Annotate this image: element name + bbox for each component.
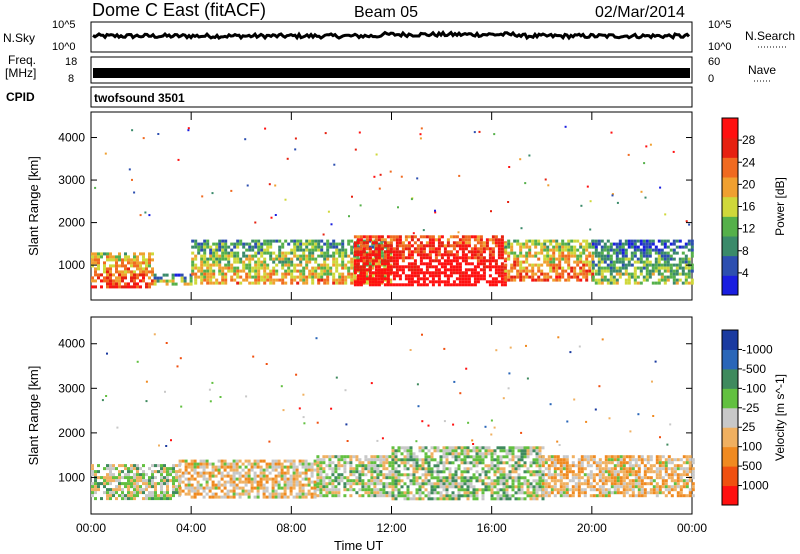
colorbar-segment <box>722 466 738 487</box>
nave-tick-top: 60 <box>708 56 720 68</box>
data-band <box>591 239 694 285</box>
x-tick-label: 04:00 <box>176 521 206 535</box>
beam-label: Beam 05 <box>354 4 418 21</box>
y-tick-label: 4000 <box>58 337 85 351</box>
colorbar-tick-label: 500 <box>742 459 762 473</box>
colorbar-segment <box>722 330 738 350</box>
freq-tick-top: 18 <box>65 56 77 68</box>
nsky-tick-top: 10^5 <box>52 19 76 31</box>
y-tick-label: 2000 <box>58 426 85 440</box>
colorbar-segment <box>722 427 738 448</box>
y-tick-label: 3000 <box>58 173 85 187</box>
colorbar-tick-label: 24 <box>742 155 756 169</box>
colorbar-tick-label: -1000 <box>742 342 773 356</box>
y-axis-label: Slant Range [km] <box>26 156 41 256</box>
data-band <box>178 459 317 499</box>
x-tick-label: 20:00 <box>577 521 607 535</box>
station-title: Dome C East (fitACF) <box>92 0 266 20</box>
colorbar-segment <box>722 157 738 178</box>
y-tick-label: 3000 <box>58 381 85 395</box>
date-label: 02/Mar/2014 <box>595 4 685 21</box>
y-tick-label: 1000 <box>58 258 85 272</box>
colorbar-tick-label: 16 <box>742 200 756 214</box>
data-band <box>353 235 507 287</box>
colorbar-segment <box>722 216 738 237</box>
x-tick-label: 00:00 <box>677 521 707 535</box>
freq-label: Freq. <box>8 53 36 67</box>
nsearch-tick-bottom: 10^0 <box>708 41 732 53</box>
colorbar-tick-label: 1000 <box>742 479 769 493</box>
colorbar-segment <box>722 236 738 257</box>
nsky-trace <box>92 30 691 41</box>
colorbar: 1000 500 100 25 -25 -100 -500 -1000 Velocity [m … <box>721 329 787 506</box>
scatter-points <box>101 333 672 447</box>
colorbar-tick-label: -100 <box>742 381 766 395</box>
colorbar-segment <box>722 407 738 428</box>
y-tick-label: 2000 <box>58 216 85 230</box>
x-axis-title: Time UT <box>334 538 383 553</box>
colorbar-segment <box>722 137 738 158</box>
power-panel: 1000 2000 3000 4000 Slant Range [km] 4 8 12 16 20… <box>26 111 787 301</box>
nsearch-tick-top: 10^5 <box>708 19 732 31</box>
data-band <box>91 252 154 289</box>
colorbar-tick-label: 8 <box>742 244 749 258</box>
colorbar-segment <box>722 349 738 370</box>
y-tick-label: 4000 <box>58 131 85 145</box>
cpid-label: CPID <box>6 90 35 104</box>
colorbar-tick-label: 4 <box>742 266 749 280</box>
y-tick-label: 1000 <box>58 470 85 484</box>
nsky-label: N.Sky <box>3 31 35 45</box>
x-tick-label: 08:00 <box>276 521 306 535</box>
colorbar-segment <box>722 446 738 467</box>
freq-tick-bottom: 8 <box>68 73 74 85</box>
colorbar-label: Power [dB] <box>773 177 787 236</box>
colorbar-segment <box>722 485 738 506</box>
colorbar-tick-label: 100 <box>742 440 762 454</box>
colorbar-tick-label: 25 <box>742 420 756 434</box>
colorbar-tick-label: -25 <box>742 401 760 415</box>
nave-label: Nave <box>748 63 776 77</box>
colorbar-segment <box>722 388 738 409</box>
colorbar-segment <box>722 196 738 217</box>
colorbar-tick-label: 12 <box>742 222 756 236</box>
colorbar-segment <box>722 255 738 276</box>
data-band <box>316 455 395 498</box>
colorbar-tick-label: 28 <box>742 133 756 147</box>
nave-tick-bottom: 0 <box>708 73 714 85</box>
colorbar-segment <box>722 118 738 139</box>
x-tick-label: 12:00 <box>376 521 406 535</box>
colorbar-tick-label: 20 <box>742 177 756 191</box>
x-tick-label: 00:00 <box>76 521 106 535</box>
velocity-panel: 1000 2000 3000 4000 00:00 04:00 08:00 12:00 16:0… <box>26 316 787 535</box>
cpid-strip <box>90 86 693 108</box>
freq-unit: [MHz] <box>5 66 36 80</box>
colorbar-label: Velocity [m s^-1] <box>773 374 787 461</box>
nsky-tick-bottom: 10^0 <box>52 41 76 53</box>
nsearch-label: N.Search <box>745 29 795 43</box>
scatter-points <box>94 125 691 236</box>
colorbar-segment <box>722 275 738 296</box>
colorbar-frame <box>721 329 739 506</box>
x-tick-label: 16:00 <box>477 521 507 535</box>
colorbar: 4 8 12 16 20 24 28 Power [dB] <box>721 117 787 296</box>
data-band <box>391 446 545 501</box>
freq-trace <box>93 68 690 78</box>
data-band <box>153 273 193 286</box>
colorbar-segment <box>722 368 738 389</box>
data-band <box>504 239 595 282</box>
y-axis-label: Slant Range [km] <box>26 366 41 466</box>
cpid-program: twofsound 3501 <box>94 91 185 105</box>
colorbar-segment <box>722 177 738 198</box>
colorbar-tick-label: -500 <box>742 362 766 376</box>
data-band <box>541 455 695 498</box>
